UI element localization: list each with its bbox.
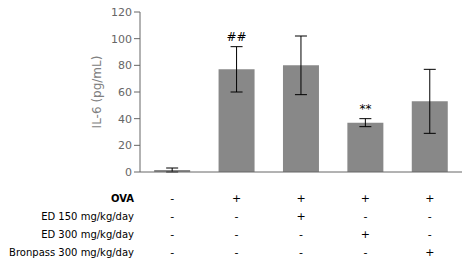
- svg-text:**: **: [359, 102, 371, 116]
- svg-text:40: 40: [118, 113, 132, 126]
- svg-text:60: 60: [118, 86, 132, 99]
- html-text:ED 150 mg/kg/day: ED 150 mg/kg/day: [41, 211, 134, 222]
- html-text:OVA: OVA: [111, 193, 134, 204]
- html-text:ED 300 mg/kg/day: ED 300 mg/kg/day: [41, 229, 134, 240]
- svg-text:20: 20: [118, 139, 132, 152]
- svg-text:IL-6 (pg/mL): IL-6 (pg/mL): [90, 56, 104, 129]
- svg-text:0: 0: [125, 166, 132, 179]
- svg-text:##: ##: [227, 30, 247, 44]
- svg-text:100: 100: [111, 33, 132, 46]
- svg-text:80: 80: [118, 59, 132, 72]
- svg-text:120: 120: [111, 6, 132, 19]
- html-text:Bronpass 300 mg/kg/day: Bronpass 300 mg/kg/day: [9, 247, 134, 258]
